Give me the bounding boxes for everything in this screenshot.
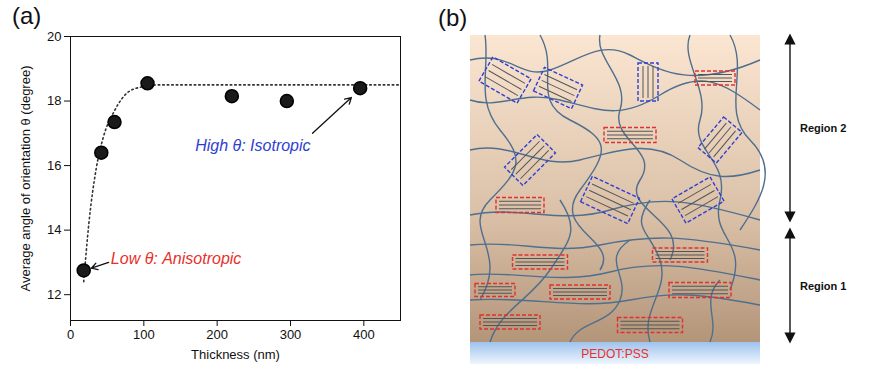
html-text:(a): (a)	[12, 2, 42, 29]
svg-text:Low θ: Anisotropic: Low θ: Anisotropic	[111, 250, 242, 267]
svg-text:Average angle of orientation θ: Average angle of orientation θ (degree)	[18, 66, 33, 292]
svg-text:Region 1: Region 1	[800, 280, 846, 292]
svg-text:0: 0	[67, 327, 74, 342]
svg-text:16: 16	[47, 158, 61, 173]
svg-text:14: 14	[47, 222, 61, 237]
svg-text:20: 20	[47, 29, 61, 44]
svg-text:PEDOT:PSS: PEDOT:PSS	[581, 347, 648, 361]
svg-text:200: 200	[206, 327, 228, 342]
svg-text:Region 2: Region 2	[800, 122, 846, 134]
svg-text:12: 12	[47, 287, 61, 302]
svg-text:(b): (b)	[438, 4, 467, 31]
svg-text:300: 300	[280, 327, 302, 342]
svg-text:Thickness (nm): Thickness (nm)	[191, 347, 280, 362]
svg-text:High θ: Isotropic: High θ: Isotropic	[195, 137, 310, 154]
svg-text:400: 400	[353, 327, 375, 342]
svg-text:18: 18	[47, 93, 61, 108]
svg-text:100: 100	[133, 327, 155, 342]
